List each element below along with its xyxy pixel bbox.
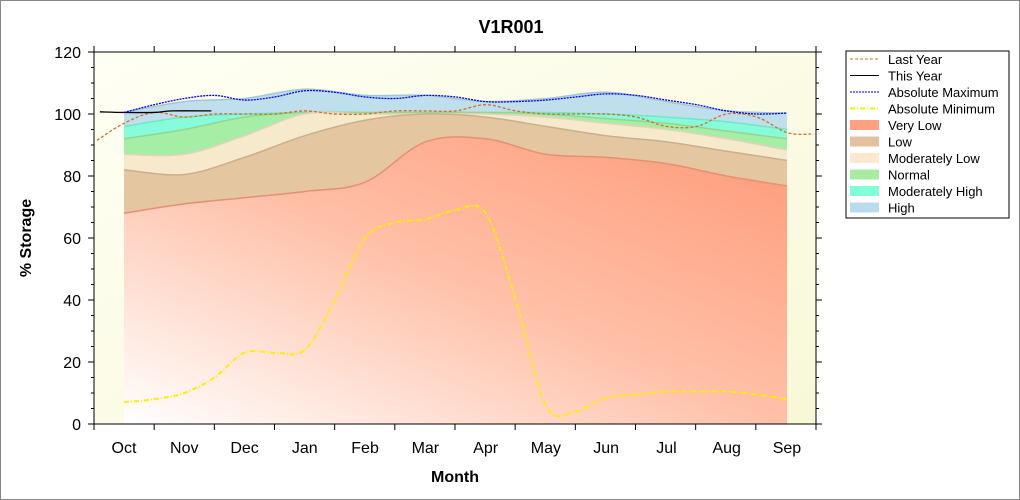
legend-label-low: Low bbox=[888, 135, 912, 150]
x-tick-label: Aug bbox=[712, 440, 740, 457]
legend-box bbox=[845, 50, 1010, 219]
legend-swatch-normal bbox=[850, 169, 879, 180]
y-tick-label: 80 bbox=[63, 169, 81, 186]
legend-label-very-low: Very Low bbox=[888, 118, 942, 133]
x-tick-label: May bbox=[531, 440, 561, 457]
legend-label-last-year: Last Year bbox=[888, 52, 943, 67]
y-axis-label: % Storage bbox=[18, 199, 35, 277]
line-this-year bbox=[99, 110, 212, 114]
chart-title: V1R001 bbox=[478, 17, 543, 37]
x-axis-label: Month bbox=[431, 469, 479, 486]
legend-label-normal: Normal bbox=[888, 168, 930, 183]
x-tick-label: Jul bbox=[656, 440, 676, 457]
line-absolute-minimum bbox=[123, 204, 788, 417]
x-tick-label: Jan bbox=[292, 440, 318, 457]
legend-label-absolute-maximum: Absolute Maximum bbox=[888, 85, 999, 100]
legend-label-this-year: This Year bbox=[888, 69, 943, 84]
y-tick-label: 100 bbox=[54, 107, 81, 124]
band-edge-normal bbox=[123, 111, 788, 140]
band-edge-low bbox=[123, 113, 788, 176]
x-tick-label: Jun bbox=[593, 440, 619, 457]
line-last-year bbox=[96, 104, 812, 141]
band-very-low bbox=[124, 136, 787, 424]
legend-swatch-moderately-low bbox=[850, 153, 879, 163]
y-tick-label: 0 bbox=[72, 417, 81, 434]
y-tick-label: 40 bbox=[63, 293, 81, 310]
y-tick-label: 20 bbox=[63, 355, 81, 372]
legend-label-moderately-low: Moderately Low bbox=[888, 151, 980, 166]
x-tick-label: Mar bbox=[412, 440, 440, 457]
legend-label-high: High bbox=[888, 201, 915, 216]
legend-label-moderately-high: Moderately High bbox=[888, 184, 983, 199]
x-tick-label: Feb bbox=[351, 440, 379, 457]
band-edge-very-low bbox=[123, 136, 788, 214]
legend-label-absolute-minimum: Absolute Minimum bbox=[888, 102, 995, 117]
legend-swatch-high bbox=[850, 202, 879, 213]
legend-swatch-moderately-high bbox=[850, 186, 879, 196]
legend-swatch-low bbox=[850, 136, 879, 147]
x-tick-label: Apr bbox=[473, 440, 499, 457]
legend-swatch-very-low bbox=[850, 120, 879, 130]
x-tick-label: Sep bbox=[773, 440, 802, 457]
y-tick-label: 120 bbox=[54, 45, 81, 62]
line-absolute-maximum bbox=[123, 89, 787, 115]
x-tick-label: Dec bbox=[230, 440, 258, 457]
y-tick-label: 60 bbox=[63, 231, 81, 248]
x-tick-label: Nov bbox=[170, 440, 198, 457]
band-edge-high bbox=[123, 88, 787, 114]
x-tick-label: Oct bbox=[112, 440, 137, 457]
